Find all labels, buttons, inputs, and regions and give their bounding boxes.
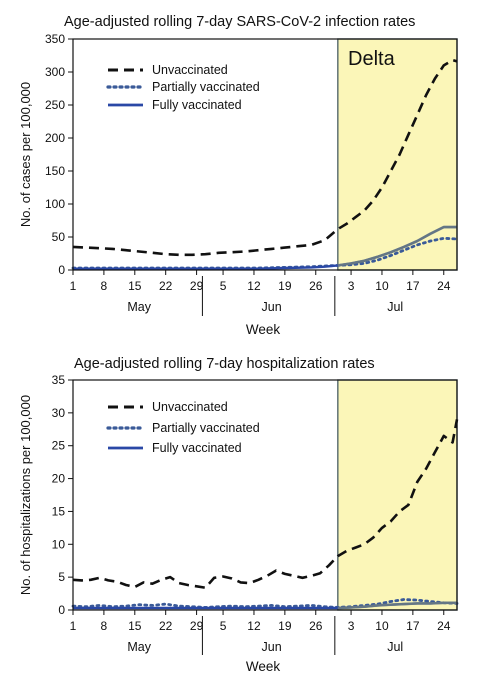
legend-label-unvaccinated: Unvaccinated (152, 63, 228, 77)
delta-period-shading (337, 38, 458, 271)
y-tick-label: 350 (45, 32, 65, 46)
y-tick-label: 30 (52, 406, 66, 420)
y-tick-label: 15 (52, 504, 66, 518)
x-tick-label: 15 (128, 279, 142, 293)
x-tick-label: 29 (190, 279, 204, 293)
infection-rates-chart: Age-adjusted rolling 7-day SARS-CoV-2 in… (18, 14, 459, 337)
x-axis-label: Week (246, 322, 281, 337)
x-tick-label: 1 (70, 619, 77, 633)
y-tick-label: 10 (52, 537, 66, 551)
x-tick-label: 5 (220, 619, 227, 633)
y-tick-label: 5 (58, 570, 65, 584)
x-tick-label: 29 (190, 619, 204, 633)
x-tick-label: 10 (375, 619, 389, 633)
x-axis-label: Week (246, 659, 281, 674)
x-tick-label: 5 (220, 279, 227, 293)
series-lines (71, 419, 459, 610)
chart-title: Age-adjusted rolling 7-day SARS-CoV-2 in… (64, 14, 415, 30)
series-line-unvaccinated (72, 58, 458, 257)
y-tick-label: 0 (58, 263, 65, 277)
axis-ticks: 0 5 10 15 20 25 30 35 1 8 15 22 29 5 12 19 26 3 10 17 24 May J… (52, 373, 451, 655)
y-tick-label: 100 (45, 197, 65, 211)
legend-label-fully-vaccinated: Fully vaccinated (152, 98, 242, 112)
x-tick-label: 8 (101, 279, 108, 293)
series-line-unvaccinated (72, 419, 459, 590)
legend: Unvaccinated Partially vaccinated Fully … (106, 63, 260, 112)
y-axis-label: No. of hospitalizations per 100,000 (18, 395, 33, 595)
month-label: Jul (387, 640, 403, 654)
x-tick-label: 17 (406, 279, 420, 293)
y-tick-label: 300 (45, 65, 65, 79)
x-tick-label: 26 (309, 279, 323, 293)
y-tick-label: 250 (45, 98, 65, 112)
x-tick-label: 8 (101, 619, 108, 633)
x-tick-label: 22 (159, 619, 173, 633)
month-label: Jun (262, 640, 282, 654)
y-axis-label: No. of cases per 100,000 (18, 82, 33, 227)
x-tick-label: 17 (406, 619, 420, 633)
axis-ticks: 0 50 100 150 200 250 300 350 1 8 15 22 29 5 12 19 26 3 10 1… (45, 32, 451, 316)
series-line-fully-vaccinated-delta (337, 225, 457, 267)
delta-label: Delta (348, 48, 396, 70)
y-tick-label: 25 (52, 439, 66, 453)
y-tick-label: 35 (52, 373, 66, 387)
plot-frame (72, 379, 458, 611)
x-tick-label: 10 (375, 279, 389, 293)
x-tick-label: 22 (159, 279, 173, 293)
x-tick-label: 3 (348, 279, 355, 293)
month-label: May (127, 640, 151, 654)
x-tick-label: 24 (437, 619, 451, 633)
x-tick-label: 1 (70, 279, 77, 293)
series-line-fully-vaccinated-delta (337, 601, 457, 610)
y-tick-label: 50 (52, 230, 66, 244)
series-lines (71, 58, 459, 270)
x-tick-label: 15 (128, 619, 142, 633)
y-tick-label: 150 (45, 164, 65, 178)
legend-label-partially-vaccinated: Partially vaccinated (152, 421, 260, 435)
month-label: Jun (262, 300, 282, 314)
x-tick-label: 3 (348, 619, 355, 633)
x-tick-label: 24 (437, 279, 451, 293)
x-tick-label: 12 (247, 279, 261, 293)
legend-label-partially-vaccinated: Partially vaccinated (152, 80, 260, 94)
series-line-partially-vaccinated (71, 598, 459, 609)
y-tick-label: 0 (58, 603, 65, 617)
plot-frame (72, 38, 458, 271)
legend-label-unvaccinated: Unvaccinated (152, 400, 228, 414)
x-tick-label: 19 (278, 279, 292, 293)
x-tick-label: 26 (309, 619, 323, 633)
chart-title: Age-adjusted rolling 7-day hospitalizati… (74, 356, 375, 372)
legend: Unvaccinated Partially vaccinated Fully … (106, 400, 260, 455)
month-label: Jul (387, 300, 403, 314)
month-label: May (127, 300, 151, 314)
y-tick-label: 200 (45, 131, 65, 145)
delta-period-shading (337, 379, 458, 611)
x-tick-label: 19 (278, 619, 292, 633)
hospitalization-rates-chart: Age-adjusted rolling 7-day hospitalizati… (18, 356, 459, 674)
y-tick-label: 20 (52, 472, 66, 486)
legend-label-fully-vaccinated: Fully vaccinated (152, 441, 242, 455)
x-tick-label: 12 (247, 619, 261, 633)
